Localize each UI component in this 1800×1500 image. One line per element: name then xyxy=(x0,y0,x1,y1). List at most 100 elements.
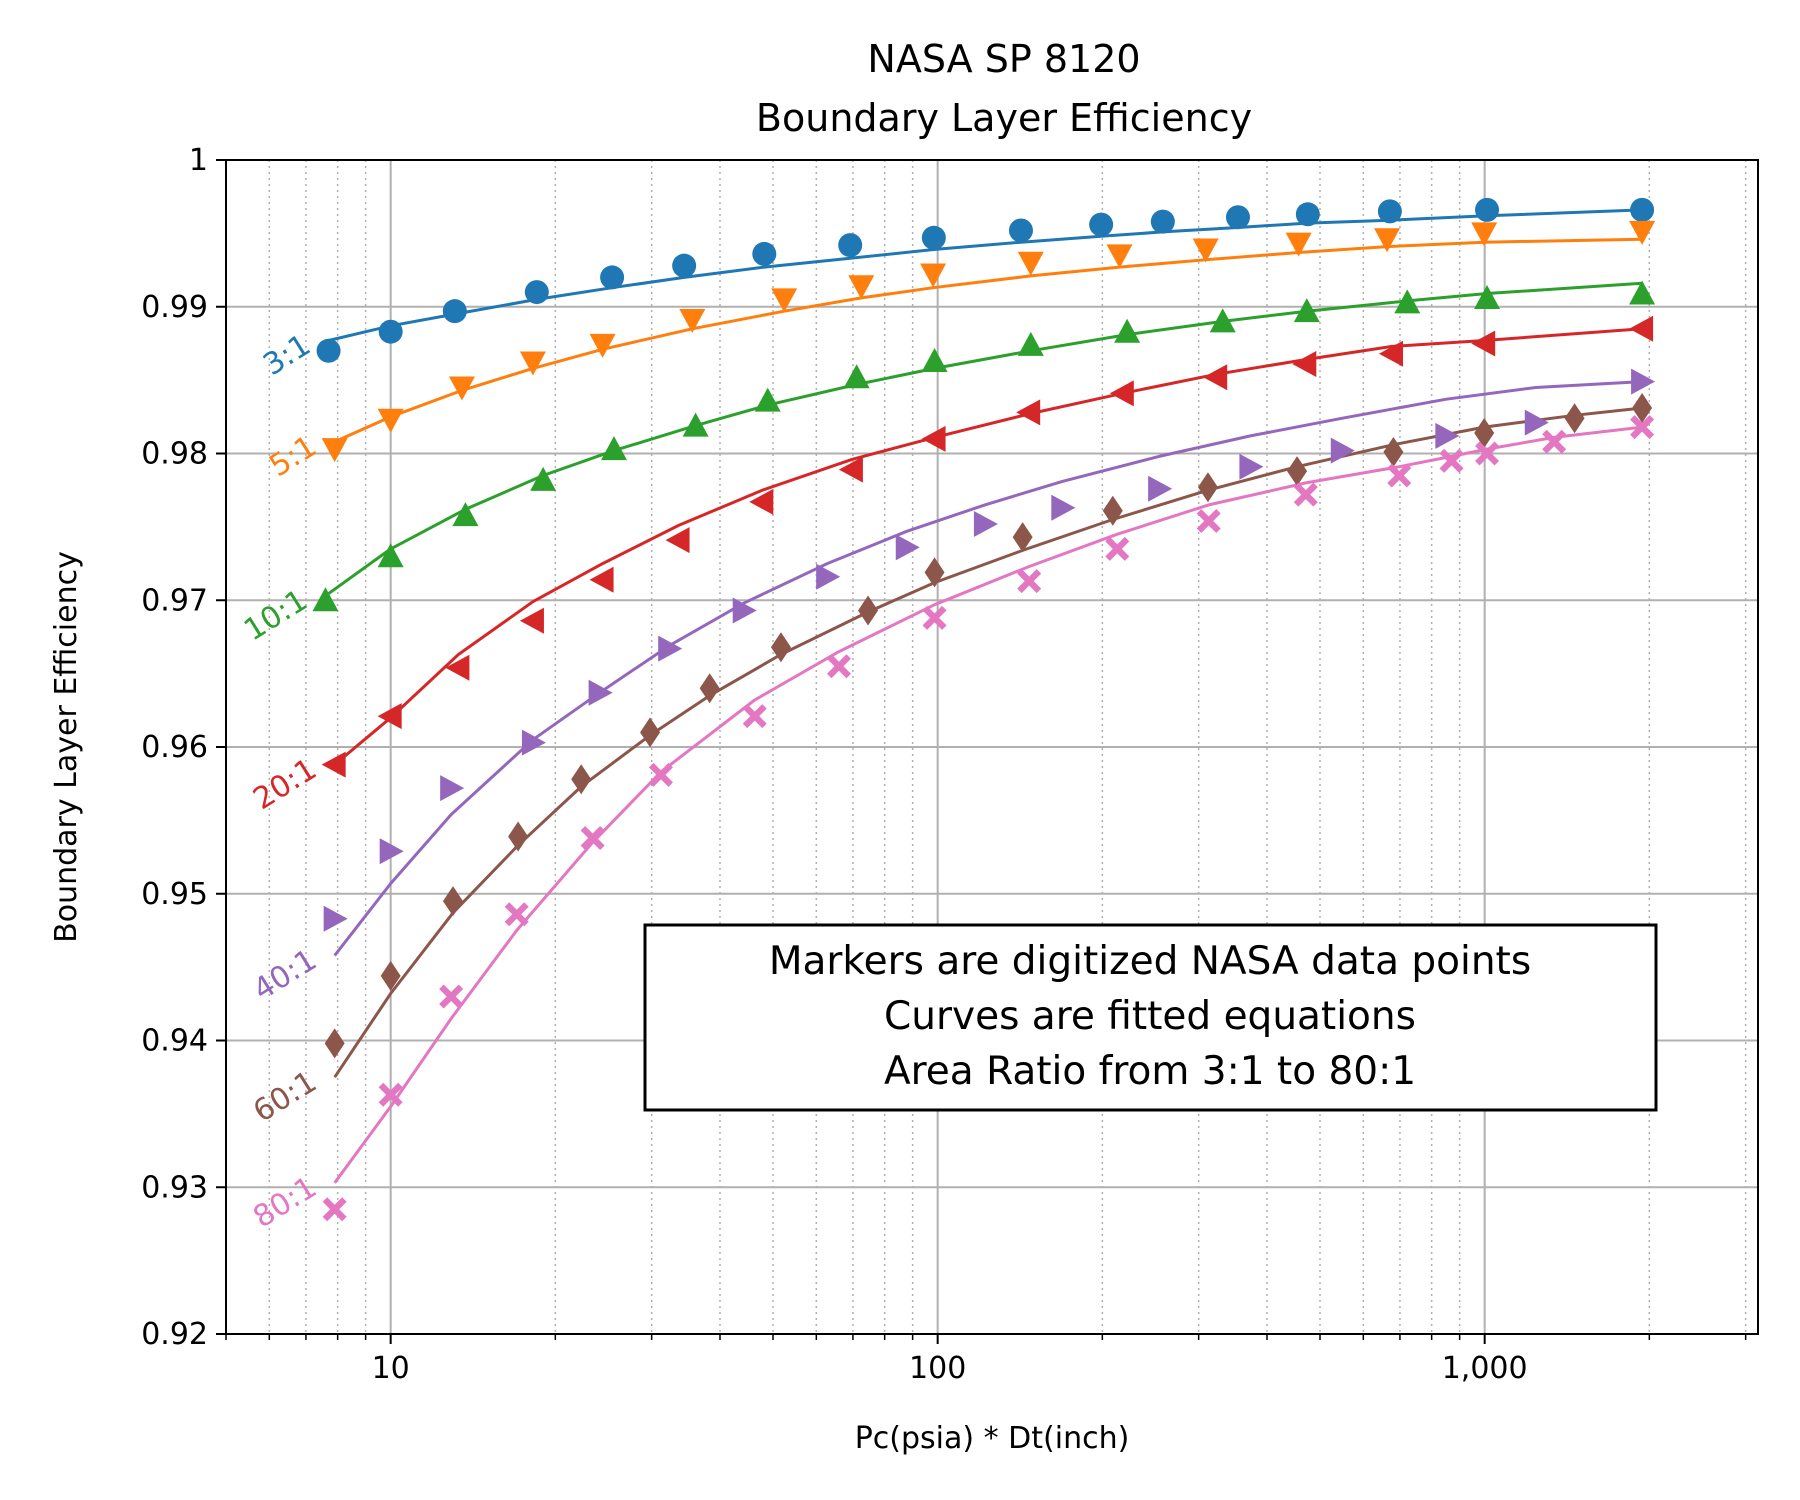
data-point-5-to-1 xyxy=(1106,244,1133,269)
data-point-40-to-1 xyxy=(323,905,348,932)
major-gridlines xyxy=(226,160,1758,1334)
data-point-60-to-1 xyxy=(442,886,463,917)
data-point-20-to-1 xyxy=(921,425,946,452)
data-point-80-to-1 xyxy=(1439,448,1464,473)
data-point-20-to-1 xyxy=(1471,330,1496,357)
data-point-3-to-1 xyxy=(600,265,625,290)
data-point-40-to-1 xyxy=(440,775,465,802)
y-tick-label: 0.93 xyxy=(141,1170,208,1205)
data-point-80-to-1 xyxy=(1630,415,1655,440)
data-point-80-to-1 xyxy=(1387,463,1412,488)
data-point-20-to-1 xyxy=(749,488,774,515)
data-point-5-to-1 xyxy=(1192,238,1219,263)
data-point-60-to-1 xyxy=(1632,393,1653,424)
axis-ticks xyxy=(216,159,1747,1344)
data-point-5-to-1 xyxy=(377,408,404,433)
data-point-5-to-1 xyxy=(1471,222,1498,247)
y-tick-label: 0.92 xyxy=(141,1317,208,1352)
fitted-curve-20-to-1 xyxy=(333,327,1643,766)
data-point-10-to-1 xyxy=(1017,331,1044,356)
data-point-3-to-1 xyxy=(316,338,341,363)
data-point-10-to-1 xyxy=(312,587,339,612)
data-point-40-to-1 xyxy=(1148,475,1173,502)
data-point-60-to-1 xyxy=(324,1028,345,1059)
annotation-line-3: Area Ratio from 3:1 to 80:1 xyxy=(884,1049,1416,1094)
data-point-40-to-1 xyxy=(1330,437,1355,464)
data-point-5-to-1 xyxy=(1374,228,1401,253)
data-point-60-to-1 xyxy=(770,632,791,663)
data-point-60-to-1 xyxy=(858,595,879,626)
data-point-3-to-1 xyxy=(1150,209,1175,234)
data-point-40-to-1 xyxy=(1524,409,1549,436)
data-point-20-to-1 xyxy=(1016,399,1041,426)
data-point-60-to-1 xyxy=(571,764,592,795)
data-point-3-to-1 xyxy=(1630,197,1655,222)
data-point-20-to-1 xyxy=(1629,315,1654,342)
data-point-80-to-1 xyxy=(826,654,851,679)
data-point-5-to-1 xyxy=(848,275,875,300)
fitted-curve-10-to-1 xyxy=(324,281,1643,598)
data-point-5-to-1 xyxy=(679,308,706,333)
data-point-80-to-1 xyxy=(1475,441,1500,466)
data-point-20-to-1 xyxy=(589,566,614,593)
data-point-10-to-1 xyxy=(921,348,948,373)
data-point-40-to-1 xyxy=(973,510,998,537)
data-point-10-to-1 xyxy=(1394,289,1421,314)
y-tick-label: 0.98 xyxy=(141,437,208,472)
data-point-60-to-1 xyxy=(1012,522,1033,553)
data-point-40-to-1 xyxy=(1051,494,1076,521)
data-point-60-to-1 xyxy=(380,960,401,991)
data-point-60-to-1 xyxy=(508,821,529,852)
data-point-10-to-1 xyxy=(377,543,404,568)
data-point-5-to-1 xyxy=(1017,251,1044,276)
data-point-60-to-1 xyxy=(924,557,945,588)
annotation-line-1: Markers are digitized NASA data points xyxy=(769,939,1531,984)
data-point-80-to-1 xyxy=(1293,482,1318,507)
annotation-line-2: Curves are fitted equations xyxy=(884,994,1416,1039)
data-point-60-to-1 xyxy=(640,717,661,748)
y-tick-label: 0.95 xyxy=(141,877,208,912)
data-point-10-to-1 xyxy=(530,466,557,491)
annotation-box: Markers are digitized NASA data points C… xyxy=(643,923,1658,1112)
data-point-10-to-1 xyxy=(1209,308,1236,333)
chart-title-line-2: Boundary Layer Efficiency xyxy=(756,96,1252,140)
y-tick-label: 0.97 xyxy=(141,583,208,618)
data-point-5-to-1 xyxy=(1629,220,1656,245)
data-point-60-to-1 xyxy=(1102,495,1123,526)
data-point-40-to-1 xyxy=(658,635,683,662)
data-point-10-to-1 xyxy=(452,502,479,527)
data-point-40-to-1 xyxy=(588,679,613,706)
data-point-3-to-1 xyxy=(1377,199,1402,224)
data-point-80-to-1 xyxy=(1017,569,1042,594)
data-point-5-to-1 xyxy=(448,376,475,401)
axis-tick-labels: 10 100 1,000 0.92 0.93 0.94 0.95 0.96 0.97 0.98 0.… xyxy=(141,143,1527,1386)
data-point-60-to-1 xyxy=(1287,456,1308,487)
data-point-80-to-1 xyxy=(1105,536,1130,561)
data-point-5-to-1 xyxy=(920,263,947,288)
data-point-5-to-1 xyxy=(589,333,616,358)
data-point-80-to-1 xyxy=(1196,509,1221,534)
data-point-3-to-1 xyxy=(921,225,946,250)
data-point-5-to-1 xyxy=(771,288,798,313)
data-point-20-to-1 xyxy=(321,751,346,778)
data-point-60-to-1 xyxy=(699,673,720,704)
data-point-20-to-1 xyxy=(665,527,690,554)
data-point-3-to-1 xyxy=(524,280,549,305)
data-point-80-to-1 xyxy=(1542,429,1567,454)
data-point-80-to-1 xyxy=(742,704,767,729)
x-axis-label: Pc(psia) * Dt(inch) xyxy=(855,1421,1130,1456)
data-point-5-to-1 xyxy=(1285,232,1312,257)
data-point-40-to-1 xyxy=(1631,368,1656,395)
data-point-10-to-1 xyxy=(600,436,627,461)
data-point-60-to-1 xyxy=(1474,417,1495,448)
data-point-3-to-1 xyxy=(442,299,467,324)
y-tick-label: 1 xyxy=(189,143,208,178)
y-axis-label: Boundary Layer Efficiency xyxy=(49,551,84,943)
data-point-80-to-1 xyxy=(322,1197,347,1222)
data-point-20-to-1 xyxy=(1292,350,1317,377)
data-point-3-to-1 xyxy=(752,241,777,266)
fitted-curve-40-to-1 xyxy=(333,380,1643,957)
x-tick-label: 100 xyxy=(909,1351,966,1386)
